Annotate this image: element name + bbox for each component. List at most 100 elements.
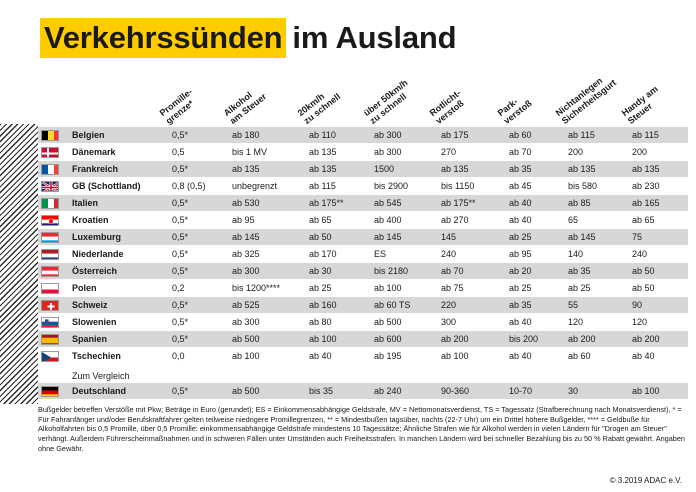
cell-rotlicht: ab 175**	[441, 198, 476, 208]
flag-at-icon	[41, 266, 59, 277]
cell-50kmh: ab 240	[374, 386, 402, 396]
cell-rotlicht: ab 270	[441, 215, 469, 225]
cell-gurt: 120	[568, 317, 584, 327]
cell-alkohol: unbegrenzt	[232, 181, 278, 191]
country-name: Italien	[72, 198, 99, 208]
comparison-label-row: Zum Vergleich	[38, 370, 688, 383]
cell-park: ab 40	[509, 198, 532, 208]
footnote: Bußgelder betreffen Verstöße mit Pkw; Be…	[38, 405, 685, 453]
country-name: Kroatien	[72, 215, 109, 225]
cell-50kmh: 1500	[374, 164, 395, 174]
cell-handy: ab 230	[632, 181, 660, 191]
cell-promille: 0,8 (0,5)	[172, 181, 206, 191]
flag-dk-icon	[41, 147, 59, 158]
cell-promille: 0,5*	[172, 215, 189, 225]
cell-alkohol: ab 525	[232, 300, 260, 310]
cell-park: ab 40	[509, 351, 532, 361]
cell-gurt: ab 35	[568, 266, 591, 276]
cell-rotlicht: 220	[441, 300, 457, 310]
cell-50kmh: ab 500	[374, 317, 402, 327]
cell-alkohol: ab 100	[232, 351, 260, 361]
cell-promille: 0,5*	[172, 198, 189, 208]
cell-park: ab 35	[509, 300, 532, 310]
country-name: Deutschland	[72, 386, 127, 396]
flag-si-icon	[41, 317, 59, 328]
cell-50kmh: ab 100	[374, 283, 402, 293]
cell-promille: 0,5*	[172, 232, 189, 242]
cell-park: bis 200	[509, 334, 539, 344]
table-row: Spanien 0,5* ab 500 ab 100 ab 600 ab 200 bis 2…	[38, 331, 688, 348]
table-row: Polen 0,2 bis 1200**** ab 25 ab 100 ab 75 ab 2…	[38, 280, 688, 297]
cell-alkohol: ab 145	[232, 232, 260, 242]
cell-handy: ab 65	[632, 215, 655, 225]
cell-gurt: ab 60	[568, 351, 591, 361]
country-name: GB (Schottland)	[72, 181, 141, 191]
table-row: Frankreich 0,5* ab 135 ab 135 1500 ab 135 ab 3…	[38, 161, 688, 178]
cell-50kmh: ab 545	[374, 198, 402, 208]
country-name: Luxemburg	[72, 232, 122, 242]
cell-gurt: 30	[568, 386, 579, 396]
comparison-label: Zum Vergleich	[72, 371, 130, 381]
cell-20kmh: ab 40	[309, 351, 332, 361]
page-title: Verkehrssünden im Ausland	[40, 18, 457, 58]
cell-handy: 75	[632, 232, 643, 242]
cell-20kmh: ab 30	[309, 266, 332, 276]
cell-50kmh: bis 2900	[374, 181, 409, 191]
cell-20kmh: ab 110	[309, 130, 336, 140]
cell-50kmh: bis 2180	[374, 266, 409, 276]
flag-de-icon	[41, 386, 59, 397]
cell-promille: 0,5*	[172, 300, 189, 310]
cell-handy: ab 100	[632, 386, 660, 396]
cell-handy: 240	[632, 249, 648, 259]
cell-50kmh: ab 300	[374, 130, 402, 140]
cell-rotlicht: 145	[441, 232, 457, 242]
cell-gurt: bis 580	[568, 181, 598, 191]
cell-park: ab 70	[509, 147, 532, 157]
comparison-table: Deutschland 0,5* ab 500 bis 35 ab 240 90-360 1…	[38, 383, 688, 400]
cell-20kmh: ab 170	[309, 249, 337, 259]
table-row: Niederlande 0,5* ab 325 ab 170 ES 240 ab 95 140…	[38, 246, 688, 263]
table-row: Luxemburg 0,5* ab 145 ab 50 ab 145 145 ab 25 ab…	[38, 229, 688, 246]
cell-rotlicht: ab 75	[441, 283, 464, 293]
cell-gurt: ab 200	[568, 334, 596, 344]
cell-gurt: ab 115	[568, 130, 595, 140]
table-row: Kroatien 0,5* ab 95 ab 65 ab 400 ab 270 ab 40 6…	[38, 212, 688, 229]
flag-nl-icon	[41, 249, 59, 260]
cell-alkohol: bis 1 MV	[232, 147, 268, 157]
country-table: Belgien 0,5* ab 180 ab 110 ab 300 ab 175 ab 60…	[38, 127, 688, 365]
column-headers: Promille-grenze* Alkohol am Steuer 20km/h zu…	[0, 60, 696, 128]
hatched-margin-decoration	[0, 124, 38, 404]
cell-alkohol: ab 95	[232, 215, 255, 225]
column-header-park: Park-verstoß	[496, 90, 534, 126]
cell-rotlicht: bis 1150	[441, 181, 475, 191]
column-header-50kmh: über 50km/h zu schnell	[362, 78, 416, 126]
cell-50kmh: ab 195	[374, 351, 402, 361]
cell-gurt: ab 135	[568, 164, 596, 174]
flag-gb-icon	[41, 181, 59, 192]
cell-park: ab 45	[509, 181, 532, 191]
cell-park: ab 25	[509, 232, 532, 242]
cell-20kmh: ab 50	[309, 232, 332, 242]
table-row: Slowenien 0,5* ab 300 ab 80 ab 500 300 ab 40 12…	[38, 314, 688, 331]
cell-handy: 120	[632, 317, 648, 327]
cell-handy: ab 50	[632, 266, 655, 276]
cell-50kmh: ab 600	[374, 334, 402, 344]
column-header-promille: Promille-grenze*	[158, 87, 201, 126]
table-row: Belgien 0,5* ab 180 ab 110 ab 300 ab 175 ab 60…	[38, 127, 688, 144]
cell-20kmh: bis 35	[309, 386, 334, 396]
cell-50kmh: ab 145	[374, 232, 402, 242]
cell-gurt: 55	[568, 300, 579, 310]
cell-gurt: ab 85	[568, 198, 591, 208]
flag-fr-icon	[41, 164, 59, 175]
country-name: Belgien	[72, 130, 105, 140]
table-row: Deutschland 0,5* ab 500 bis 35 ab 240 90-360 1…	[38, 383, 688, 400]
cell-rotlicht: 300	[441, 317, 457, 327]
cell-rotlicht: 240	[441, 249, 457, 259]
copyright: © 3.2019 ADAC e.V.	[609, 476, 682, 485]
cell-20kmh: ab 135	[309, 147, 337, 157]
cell-promille: 0,5*	[172, 249, 189, 259]
cell-alkohol: bis 1200****	[232, 283, 281, 293]
cell-promille: 0,5*	[172, 266, 189, 276]
cell-handy: ab 115	[632, 130, 659, 140]
column-header-rotlicht: Rotlicht-verstoß	[428, 88, 469, 126]
